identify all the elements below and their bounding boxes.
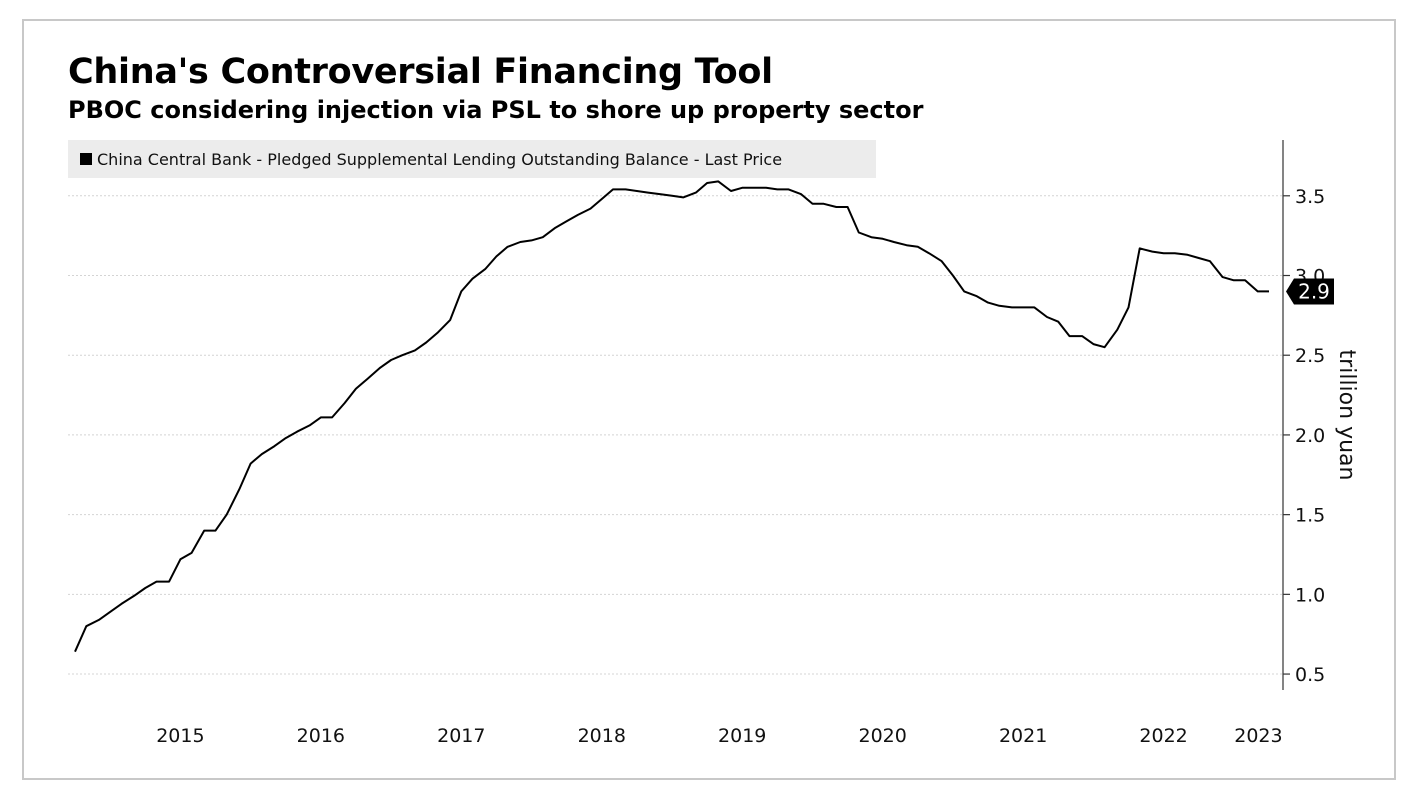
y-tick-label: 1.0 [1295, 584, 1325, 606]
chart-subtitle: PBOC considering injection via PSL to sh… [68, 96, 924, 124]
last-value-label: 2.9 [1298, 279, 1330, 303]
x-tick-label: 2016 [297, 725, 345, 747]
x-tick-label: 2021 [999, 725, 1047, 747]
x-tick-label: 2019 [718, 725, 766, 747]
x-tick-label: 2023 [1234, 725, 1282, 747]
x-tick-label: 2020 [859, 725, 907, 747]
legend-swatch [80, 153, 92, 165]
y-tick-label: 1.5 [1295, 505, 1325, 527]
y-tick-label: 0.5 [1295, 664, 1325, 686]
y-tick-label: 2.0 [1295, 425, 1325, 447]
y-axis-label: trillion yuan [1334, 350, 1359, 481]
x-tick-label: 2022 [1139, 725, 1187, 747]
legend: China Central Bank - Pledged Supplementa… [68, 140, 876, 178]
x-tick-label: 2015 [156, 725, 204, 747]
last-value-tag [1286, 278, 1334, 305]
legend-label: China Central Bank - Pledged Supplementa… [97, 149, 783, 169]
chart-title: China's Controversial Financing Tool [68, 52, 773, 92]
series-line [74, 180, 1269, 653]
x-tick-label: 2018 [578, 725, 626, 747]
y-tick-label: 3.5 [1295, 186, 1325, 208]
y-tick-label: 2.5 [1295, 345, 1325, 367]
x-tick-label: 2017 [437, 725, 485, 747]
